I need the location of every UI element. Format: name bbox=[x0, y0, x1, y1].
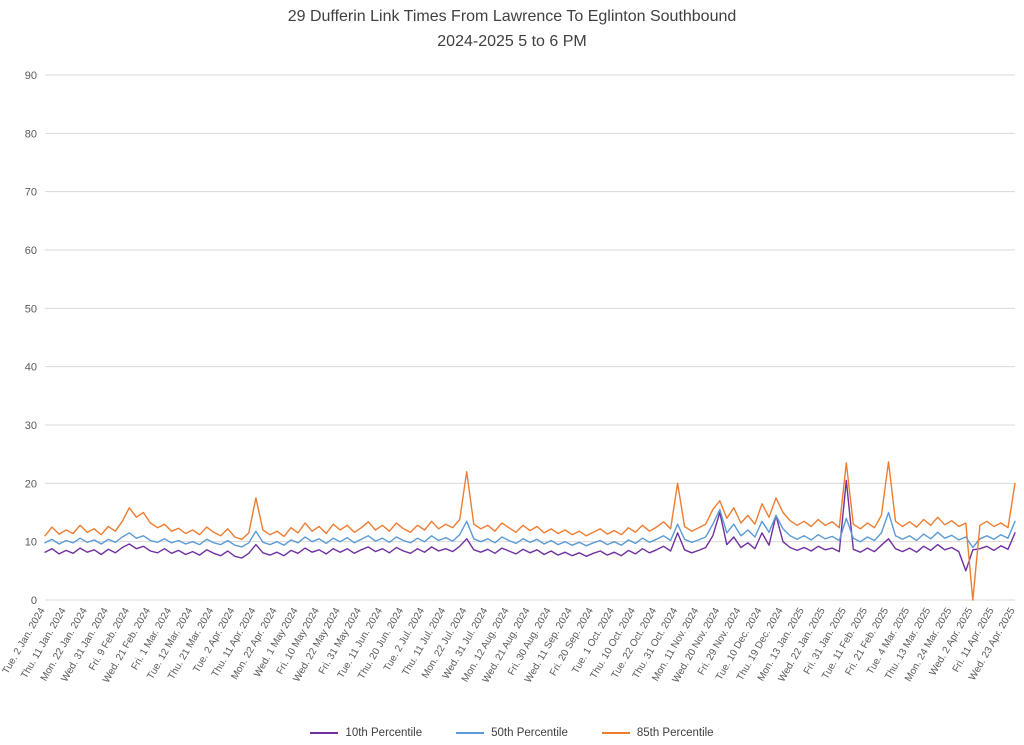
series-line-85th-percentile bbox=[44, 461, 1016, 601]
legend-swatch bbox=[601, 732, 630, 734]
y-axis-tick-label: 40 bbox=[25, 362, 37, 374]
y-axis-tick-label: 60 bbox=[25, 245, 37, 257]
y-axis-tick-label: 50 bbox=[25, 303, 37, 315]
legend-item-10th-percentile: 10th Percentile bbox=[310, 727, 422, 739]
legend: 10th Percentile 50th Percentile 85th Perce… bbox=[0, 727, 1024, 739]
chart-subtitle: 2024-2025 5 to 6 PM bbox=[437, 33, 587, 50]
legend-item-85th-percentile: 85th Percentile bbox=[601, 727, 714, 739]
y-axis-tick-label: 10 bbox=[25, 537, 37, 549]
legend-swatch bbox=[310, 732, 339, 734]
legend-swatch bbox=[456, 732, 485, 734]
series-line-50th-percentile bbox=[44, 508, 1016, 549]
chart-title: 29 Dufferin Link Times From Lawrence To … bbox=[287, 8, 737, 25]
series-line-10th-percentile bbox=[44, 479, 1016, 572]
y-axis-tick-label: 30 bbox=[25, 420, 37, 432]
legend-label: 50th Percentile bbox=[491, 727, 568, 739]
y-axis-tick-label: 0 bbox=[31, 595, 37, 607]
legend-label: 85th Percentile bbox=[636, 727, 714, 739]
y-axis-tick-label: 90 bbox=[25, 70, 37, 82]
legend-item-50th-percentile: 50th Percentile bbox=[456, 727, 568, 739]
legend-label: 10th Percentile bbox=[345, 727, 423, 739]
y-axis-tick-label: 80 bbox=[25, 128, 37, 140]
y-axis-tick-label: 20 bbox=[25, 478, 37, 490]
y-axis-tick-label: 70 bbox=[25, 187, 37, 199]
